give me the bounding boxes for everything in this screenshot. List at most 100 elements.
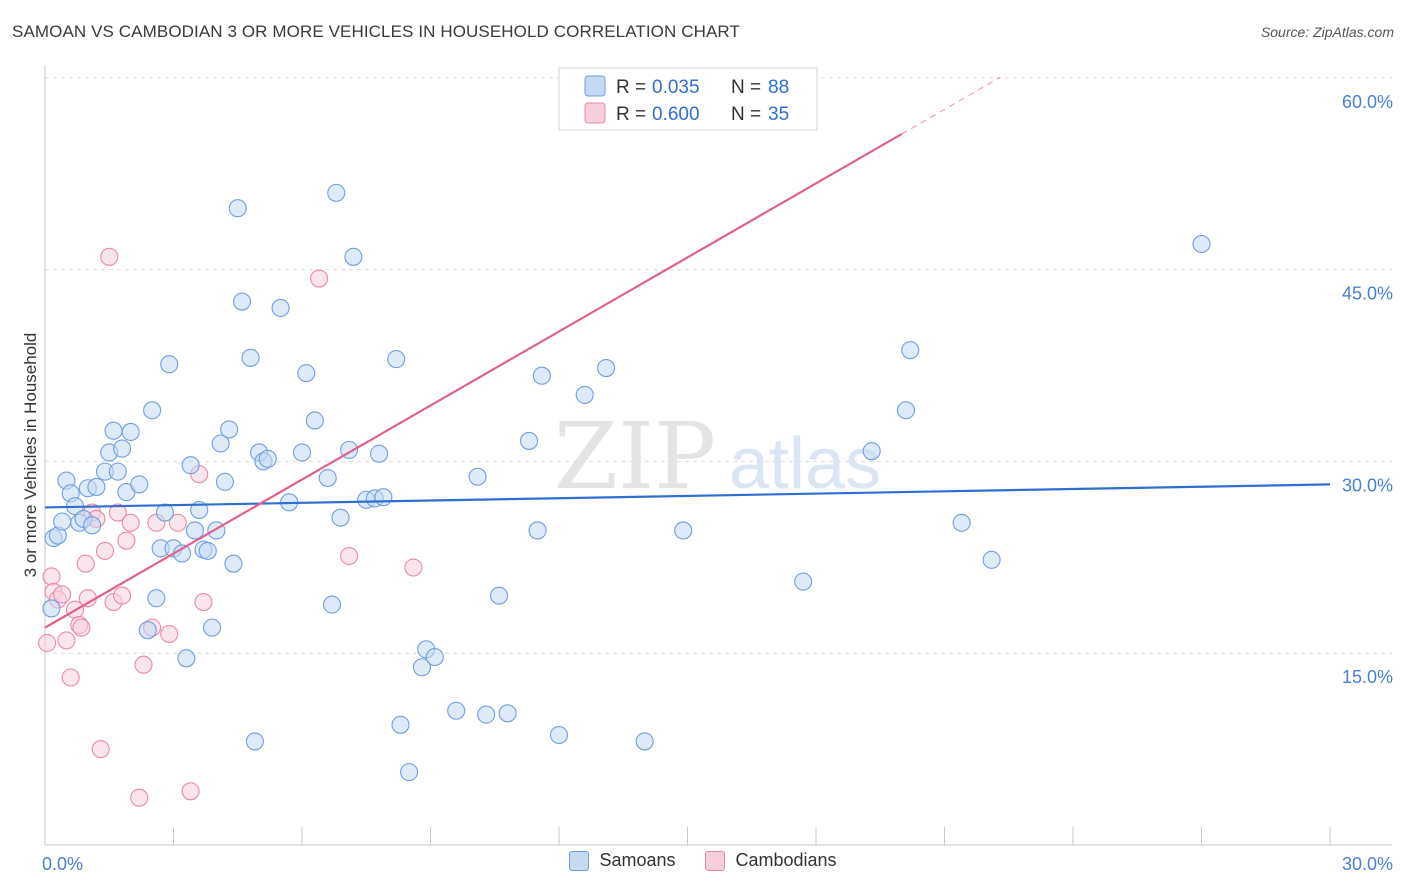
samoan-point: [108, 462, 127, 481]
samoan-point: [468, 467, 487, 486]
cambodian-point: [53, 585, 72, 604]
samoan-point: [292, 443, 312, 462]
cambodian-point: [61, 668, 80, 687]
bottom-legend-cambodian: Cambodians: [705, 850, 837, 871]
y-tick-label: 30.0%: [1342, 475, 1393, 495]
samoan-point: [862, 442, 881, 461]
x-tick-label: 0.0%: [42, 854, 83, 874]
cambodian-point: [181, 782, 200, 801]
samoan-point: [327, 183, 346, 202]
legend-samoan-n-label: N =: [731, 77, 761, 98]
samoan-point: [1192, 234, 1211, 254]
axes: [44, 65, 1392, 846]
cambodian-point: [310, 269, 329, 288]
samoan-point: [130, 475, 149, 494]
samoan-point: [489, 586, 509, 605]
cambodian-point: [57, 631, 76, 650]
legend-samoan-n-value: 88: [768, 77, 789, 98]
bottom-legend-samoan: Samoans: [569, 850, 675, 871]
samoan-point: [271, 298, 290, 318]
tick-labels: 15.0% 30.0% 45.0% 60.0% 0.0% 30.0%: [42, 92, 1393, 874]
cambodian-point: [340, 546, 359, 566]
samoan-point: [177, 649, 196, 668]
x-tick-label: 30.0%: [1342, 854, 1393, 874]
samoan-point: [138, 621, 157, 640]
samoan-point: [42, 599, 61, 618]
samoan-point: [425, 647, 444, 667]
cambodian-point: [38, 633, 57, 653]
legend-samoan-r-label: R =: [616, 77, 646, 98]
samoan-point: [198, 541, 217, 560]
samoan-point: [318, 468, 337, 488]
samoan-point: [597, 358, 616, 378]
samoan-point: [952, 513, 971, 532]
cambodian-point: [100, 247, 119, 266]
samoan-point: [211, 434, 230, 453]
bottom-legend-cambodian-label: Cambodians: [735, 850, 837, 870]
cambodian-point: [160, 624, 179, 644]
cambodian-point: [76, 554, 95, 573]
samoan-point: [220, 420, 239, 439]
samoan-point: [344, 247, 363, 266]
cambodian-point: [72, 618, 91, 637]
samoan-point: [794, 572, 813, 591]
cambodian-point: [108, 503, 127, 522]
samoan-point: [181, 456, 200, 475]
legend-cambodian-n-label: N =: [731, 104, 761, 125]
samoan-point: [412, 658, 431, 677]
samoan-point: [901, 341, 920, 360]
cambodian-point: [113, 586, 132, 605]
samoan-point: [87, 477, 106, 497]
cambodian-point: [42, 567, 61, 586]
legend-swatch-samoan: [584, 75, 606, 97]
samoan-point: [113, 439, 132, 458]
bottom-legend-samoan-label: Samoans: [599, 850, 676, 870]
samoan-point: [331, 508, 350, 527]
bottom-legend-cambodian-swatch: [705, 850, 726, 871]
samoan-point: [549, 725, 569, 745]
legend-samoan-r-value: 0.035: [652, 77, 700, 98]
samoan-point: [104, 421, 123, 440]
samoan-point: [370, 444, 389, 463]
cambodian-point: [117, 531, 136, 550]
samoan-point: [400, 763, 419, 782]
samoan-point: [896, 401, 916, 420]
samoan-point: [245, 732, 264, 751]
samoan-point: [477, 705, 496, 724]
samoan-point: [147, 589, 166, 608]
watermark-atlas: atlas: [729, 424, 881, 504]
cambodian-point: [168, 513, 187, 532]
y-axis-title: 3 or more Vehicles in Household: [21, 333, 40, 578]
legend-cambodian-r-value: 0.600: [652, 104, 700, 125]
samoan-point: [374, 488, 393, 507]
cambodian-point: [134, 655, 153, 674]
samoan-point: [155, 503, 174, 522]
samoan-point: [185, 521, 204, 540]
samoan-point: [160, 355, 179, 374]
legend-cambodian-n-value: 35: [768, 104, 789, 125]
bottom-legend: Samoans Cambodians: [0, 850, 1406, 871]
watermark-zip: ZIP: [554, 403, 716, 510]
cambodian-point: [95, 541, 115, 560]
samoan-point: [258, 449, 277, 468]
samoan-point: [982, 550, 1001, 569]
y-tick-label: 60.0%: [1342, 92, 1393, 112]
samoan-point: [241, 348, 260, 367]
cambodian-point: [194, 592, 213, 612]
samoan-point: [83, 516, 102, 535]
samoan-point: [322, 595, 342, 614]
samoan-point: [387, 350, 406, 369]
samoan-point: [532, 366, 551, 385]
samoan-point: [232, 292, 252, 311]
samoan-point: [215, 472, 234, 491]
samoan-point: [447, 701, 466, 720]
samoan-point: [575, 385, 594, 404]
cambodian-trend-line: [44, 133, 903, 629]
samoan-point: [53, 512, 72, 531]
samoan-point: [635, 732, 654, 751]
chart-title: SAMOAN VS CAMBODIAN 3 OR MORE VEHICLES I…: [12, 22, 740, 41]
samoan-point: [228, 199, 247, 218]
y-tick-label: 45.0%: [1342, 284, 1393, 304]
y-tick-label: 15.0%: [1342, 667, 1393, 687]
